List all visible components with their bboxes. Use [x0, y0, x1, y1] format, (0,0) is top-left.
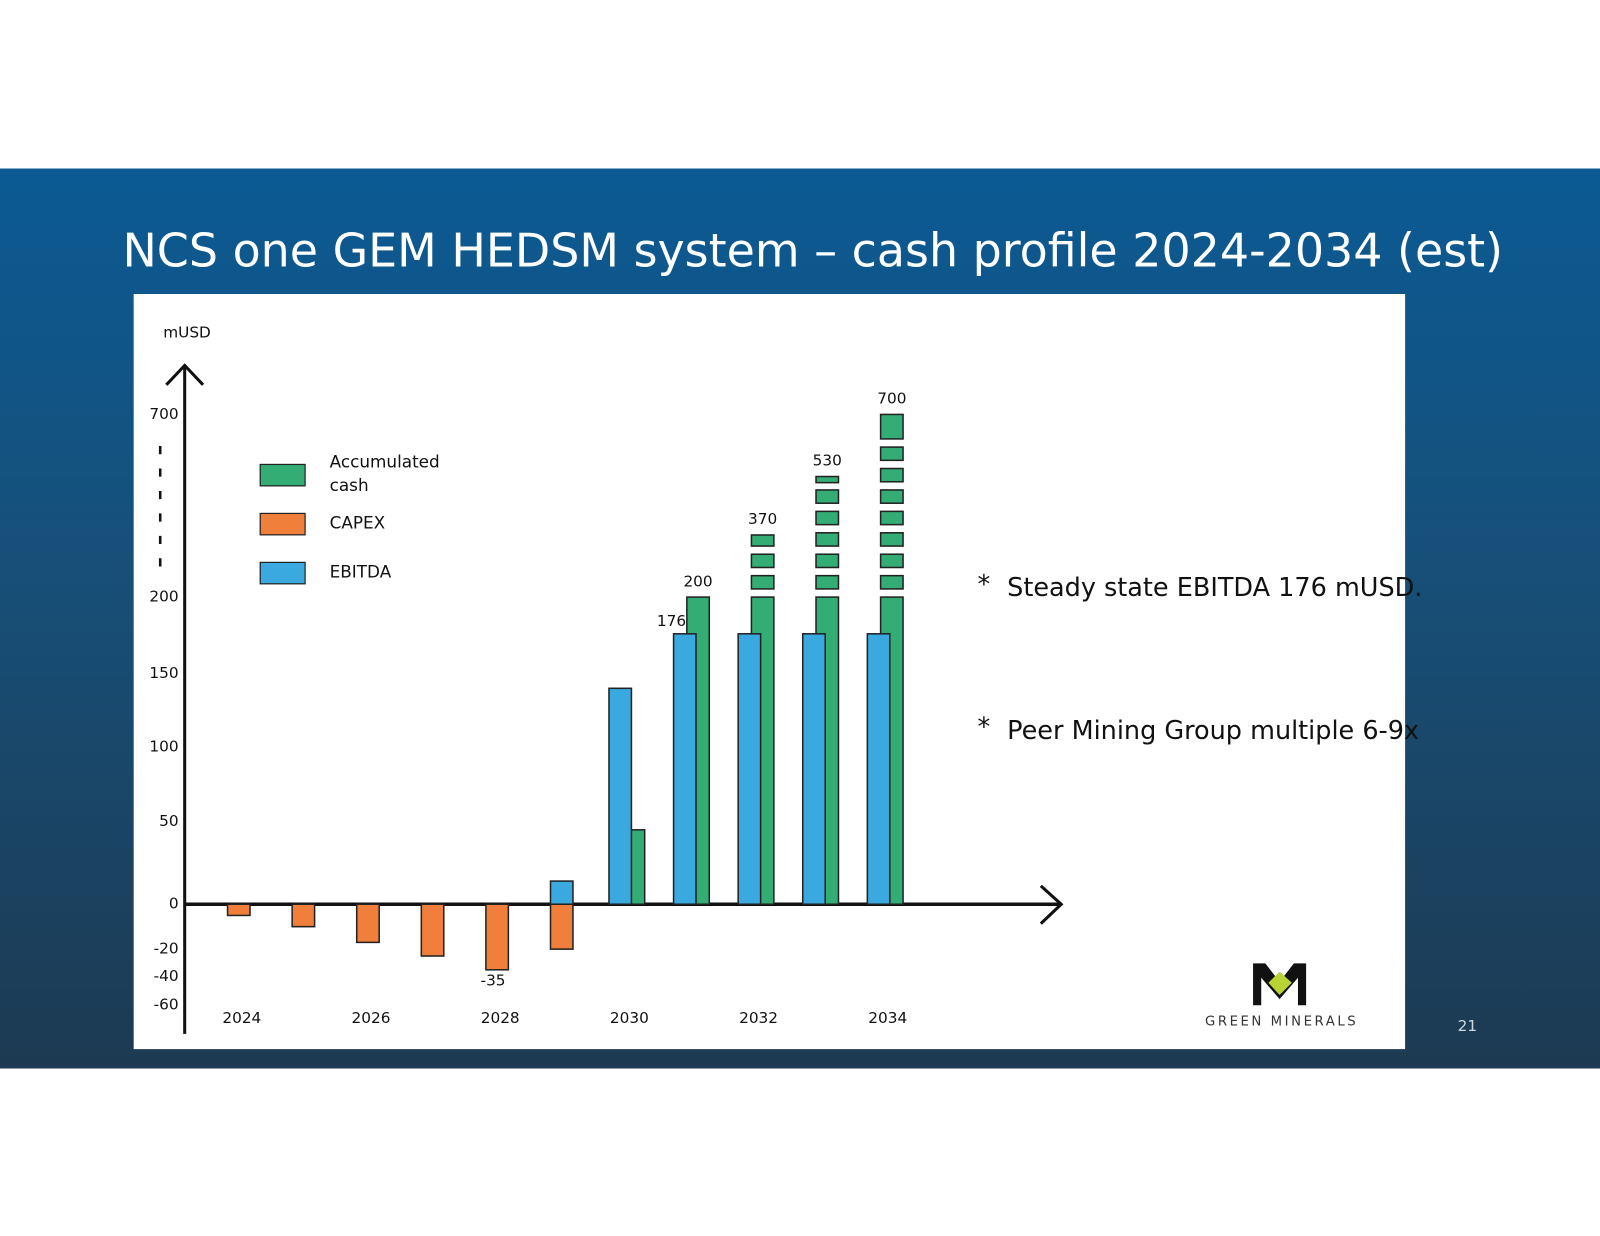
bar-segment — [750, 553, 775, 569]
note-bullet: * — [978, 570, 991, 600]
bar — [866, 633, 891, 905]
bar — [291, 903, 316, 928]
legend-label: EBITDA — [329, 562, 392, 582]
note-bullet: * — [978, 713, 991, 743]
legend-label: Accumulated cash — [329, 452, 440, 496]
x-axis-arrow — [1039, 884, 1064, 925]
bar-segment — [879, 574, 904, 590]
y-tick-label: 150 — [149, 664, 178, 682]
bar-segment — [879, 510, 904, 526]
bar-segment — [815, 574, 840, 590]
bar-segment — [879, 413, 904, 440]
bar — [801, 633, 826, 905]
y-axis-arrow — [165, 363, 205, 386]
x-tick-label: 2028 — [481, 1009, 520, 1027]
bar-segment — [750, 534, 775, 547]
bar — [737, 633, 762, 905]
bar-segment — [815, 489, 840, 504]
y-tick-label: -60 — [154, 996, 179, 1014]
x-tick-label: 2026 — [352, 1009, 391, 1027]
legend-text: CAPEX — [329, 513, 386, 533]
legend-text: EBITDA — [329, 562, 392, 582]
y-tick-label: 50 — [159, 812, 178, 830]
value-label: 530 — [813, 452, 842, 470]
bar-segment — [879, 467, 904, 483]
note-text: Peer Mining Group multiple 6-9x — [1007, 716, 1419, 746]
bar — [549, 880, 574, 905]
x-tick-label: 2032 — [739, 1009, 778, 1027]
y-tick-label: 0 — [169, 895, 179, 913]
value-label: 176 — [657, 612, 686, 630]
value-label: -35 — [481, 972, 506, 990]
legend-text: Accumulated cash — [329, 452, 440, 496]
chart: -60 -40 -20 0 50 100 150 200 700 2024 2026 2028 2030… — [149, 390, 1422, 1027]
slide-title: NCS one GEM HEDSM system – cash profile … — [122, 224, 1503, 278]
y-tick-label: -40 — [154, 967, 179, 985]
y-tick-label: 100 — [149, 738, 178, 756]
legend-swatch — [259, 463, 306, 487]
bar-segment — [815, 532, 840, 547]
bar — [485, 903, 510, 971]
bar-segment — [815, 475, 840, 484]
y-tick-label: -20 — [154, 940, 179, 958]
bar — [355, 903, 380, 944]
bar-segment — [815, 510, 840, 526]
y-axis-label: mUSD — [163, 323, 211, 341]
logo-icon — [1253, 963, 1307, 1006]
bar-segment — [879, 446, 904, 462]
bar — [672, 633, 697, 905]
bar-segment — [879, 489, 904, 504]
bar-segment — [879, 553, 904, 569]
bar-segment — [879, 532, 904, 547]
value-label: 700 — [877, 390, 906, 408]
legend-swatch — [259, 561, 306, 585]
legend-label: CAPEX — [329, 513, 386, 533]
bar-segment — [815, 553, 840, 569]
bar — [608, 687, 633, 905]
y-tick-label: 200 — [149, 588, 178, 606]
bar — [549, 903, 574, 950]
x-tick-label: 2030 — [610, 1009, 649, 1027]
x-tick-label: 2024 — [222, 1009, 261, 1027]
y-tick-label: 700 — [149, 405, 178, 423]
bar — [226, 903, 251, 917]
note-text: Steady state EBITDA 176 mUSD. — [1007, 573, 1422, 603]
bar-segment — [750, 574, 775, 590]
bar — [420, 903, 445, 957]
value-label: 370 — [748, 510, 777, 528]
logo-text: GREEN MINERALS — [1205, 1015, 1358, 1030]
page-number: 21 — [1458, 1017, 1477, 1035]
legend-swatch — [259, 512, 306, 536]
value-label: 200 — [683, 572, 712, 590]
x-tick-label: 2034 — [868, 1009, 907, 1027]
